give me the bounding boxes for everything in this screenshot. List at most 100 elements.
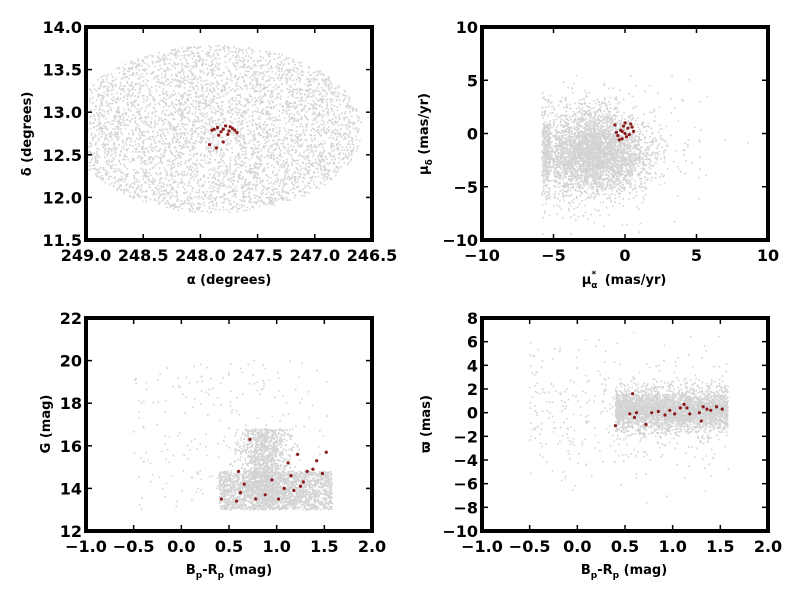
background-star-point [188,203,191,206]
background-star-point [94,157,97,160]
background-star-point [165,80,167,82]
background-star-point [334,168,336,171]
background-star-point [197,116,200,119]
background-star-point [256,177,259,179]
background-star-point [286,112,288,115]
background-star-point [237,117,240,119]
background-star-point [171,127,174,130]
background-star-point [314,187,317,190]
background-star-point [130,105,133,108]
background-star-point [145,106,147,109]
background-star-point [200,83,203,86]
background-star-point [94,156,97,158]
background-star-point [111,120,114,122]
background-star-point [287,72,290,74]
background-star-point [191,84,193,87]
background-star-point [219,149,222,152]
background-star-point [254,175,256,177]
background-star-point [323,74,326,76]
background-star-point [179,173,181,175]
background-star-point [148,104,151,107]
background-star-point [252,119,254,122]
background-star-point [131,145,134,147]
background-star-point [348,105,350,108]
background-star-point [118,120,120,123]
background-star-point [88,152,90,154]
background-star-point [237,85,239,87]
background-star-point [210,117,212,120]
background-star-point [111,167,114,170]
background-star-point [242,105,245,107]
background-star-point [193,88,195,91]
background-star-point [193,173,196,176]
background-star-point [310,151,313,153]
background-star-point [278,53,280,56]
background-star-point [215,150,218,153]
background-star-point [146,85,149,88]
background-star-point [340,158,343,161]
background-star-point [143,134,146,137]
background-star-point [214,64,217,67]
background-star-point [97,118,100,121]
background-star-point [131,118,133,120]
background-star-point [178,181,181,184]
background-star-point [335,95,337,97]
background-star-point [250,168,253,170]
background-star-point [270,123,273,126]
background-star-point [213,88,215,90]
background-star-point [217,146,220,149]
background-star-point [174,78,176,81]
background-star-point [182,137,185,140]
background-star-point [340,123,342,126]
background-star-point [272,101,274,104]
background-star-point [302,162,304,164]
background-star-point [235,68,238,70]
background-star-point [157,55,159,57]
background-star-point [184,123,186,126]
background-star-point [207,53,210,55]
background-star-point [97,123,99,126]
background-star-point [268,182,270,185]
background-star-point [140,163,143,165]
background-star-point [139,158,142,161]
background-star-point [106,160,108,162]
background-star-point [279,153,281,155]
background-star-point [322,129,325,131]
background-star-point [344,94,346,97]
background-star-point [210,195,213,197]
background-star-point [275,147,277,150]
background-star-point [174,154,176,157]
background-star-point [202,137,205,139]
background-star-point [182,96,185,98]
background-star-point [97,171,99,174]
background-star-point [354,128,357,131]
background-star-point [195,106,197,108]
background-star-point [125,188,128,191]
background-star-point [351,152,353,155]
background-star-point [331,150,334,153]
background-star-point [284,171,286,174]
background-star-point [238,204,241,207]
background-star-point [180,132,183,134]
background-star-point [294,117,296,120]
background-star-point [243,142,246,145]
background-star-point [231,208,234,210]
background-star-point [336,106,339,108]
background-star-point [125,124,128,126]
y-axis-label: δ (degrees) [20,92,35,177]
background-star-point [250,75,253,78]
background-star-point [334,120,336,123]
background-star-point [141,73,144,75]
background-star-point [211,71,213,73]
background-star-point [157,134,159,137]
background-star-point [228,200,230,203]
background-star-point [175,170,178,172]
background-star-point [238,59,240,62]
background-star-point [145,160,147,162]
background-star-point [232,134,235,136]
background-star-point [635,191,638,193]
background-star-point [246,188,249,191]
background-star-point [266,124,269,127]
background-star-point [214,56,216,59]
background-star-point [178,162,180,165]
